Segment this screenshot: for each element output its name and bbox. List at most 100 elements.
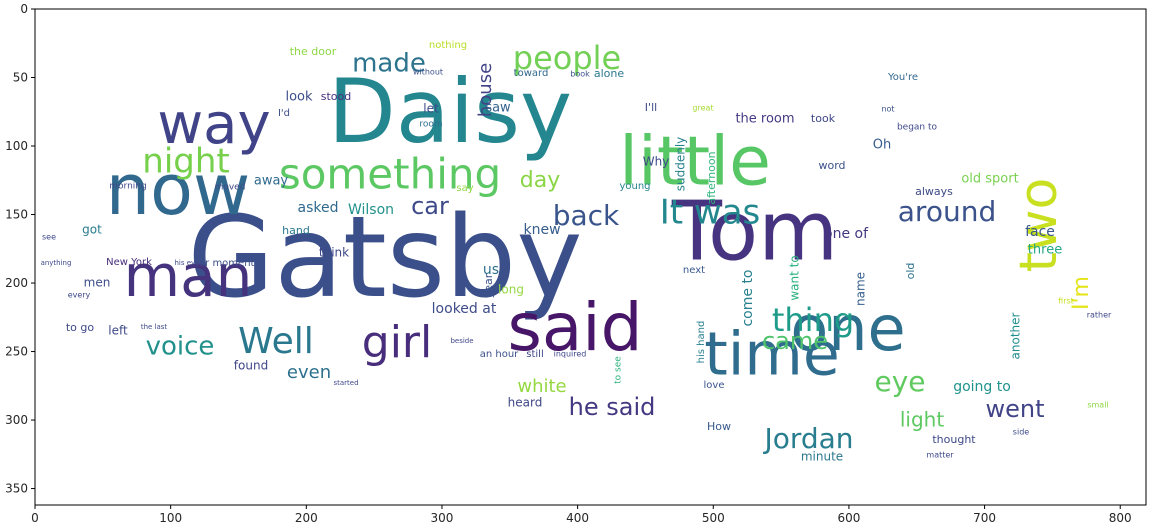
word-made: made — [352, 49, 426, 79]
word-thing: thing — [772, 301, 854, 339]
word-little: little — [619, 123, 771, 202]
word-matter: matter — [926, 451, 954, 460]
word-new-york: New York — [106, 257, 152, 268]
word-love: love — [704, 380, 725, 391]
word-men: men — [84, 276, 111, 290]
word-voice: voice — [146, 332, 215, 362]
word-word: word — [818, 159, 845, 172]
word-look: look — [285, 90, 313, 105]
plot-area — [35, 9, 1146, 505]
word-you-re: You're — [887, 72, 918, 83]
word-suddenly: suddenly — [674, 137, 688, 192]
word-got: got — [82, 223, 102, 237]
word-well: Well — [238, 321, 314, 362]
word-still: still — [526, 349, 543, 360]
word-said: said — [507, 289, 642, 366]
word-left: left — [108, 324, 128, 338]
word-book: book — [570, 70, 590, 79]
word-daisy: Daisy — [328, 60, 572, 163]
y-tick-label: 200 — [5, 276, 28, 290]
word-wilson: Wilson — [348, 202, 394, 218]
word-beside: beside — [450, 337, 473, 345]
word-night: night — [142, 142, 229, 182]
word-way: way — [157, 92, 270, 157]
x-tick-label: 400 — [566, 511, 589, 525]
axes-frame — [34, 8, 1147, 506]
y-tick-label: 100 — [5, 139, 28, 153]
word-say: say — [456, 183, 473, 194]
word-nothing: nothing — [429, 40, 467, 51]
word-it-was: It was — [660, 193, 761, 233]
word-morning: morning — [109, 182, 146, 192]
word-not: not — [881, 105, 894, 114]
word-began-to: began to — [897, 123, 938, 133]
word-found: found — [234, 359, 268, 373]
word-three: three — [1028, 243, 1062, 258]
x-tick-label: 800 — [1109, 511, 1132, 525]
y-tick-label: 50 — [13, 71, 28, 85]
word-the-door: the door — [290, 45, 337, 58]
word-went: went — [985, 395, 1044, 423]
word-looked-at: looked at — [432, 301, 497, 317]
word-without: without — [413, 68, 443, 77]
word-thought: thought — [932, 433, 976, 446]
word-saw: saw — [485, 101, 511, 116]
word-man: man — [124, 242, 253, 310]
word-away: away — [254, 174, 289, 189]
y-tick-label: 250 — [5, 345, 28, 359]
words-layer: Gatsby Daisy Tom now little said one two man time… — [41, 39, 1112, 464]
word-old: old — [904, 263, 917, 280]
word-rather: rather — [1087, 311, 1112, 320]
word-want-to: want to — [788, 255, 802, 300]
word-jordan: Jordan — [762, 422, 853, 455]
x-tick-label: 200 — [295, 511, 318, 525]
word-year: year — [482, 273, 495, 298]
word-long: long — [498, 283, 524, 297]
word-i-m: I'm — [1069, 276, 1094, 310]
word-every: every — [68, 291, 91, 300]
word-see: see — [42, 233, 56, 242]
word-one-of: one of — [824, 226, 869, 242]
word-room: room — [419, 120, 442, 130]
word-come-to: come to — [740, 269, 756, 326]
word-anything: anything — [41, 259, 72, 267]
word-his-eye: his eye — [174, 259, 199, 267]
y-tick-label: 350 — [5, 482, 28, 496]
word-oh: Oh — [873, 138, 891, 153]
word-inquired: inquired — [554, 350, 587, 359]
word-girl: girl — [362, 317, 432, 368]
word-gatsby: Gatsby — [187, 193, 582, 323]
x-tick-label: 300 — [431, 511, 454, 525]
word-next: next — [683, 265, 705, 276]
x-tick-label: 0 — [31, 511, 39, 525]
word-now: now — [106, 149, 250, 231]
word-knew: knew — [523, 222, 560, 238]
word-moved: moved — [215, 183, 246, 193]
word-started: started — [333, 379, 358, 387]
y-tick-label: 300 — [5, 413, 28, 427]
word-day: day — [520, 168, 560, 193]
word-people: people — [513, 39, 621, 77]
word-us: us — [483, 262, 499, 278]
word-eye: eye — [874, 365, 925, 398]
word-stood: stood — [321, 90, 352, 103]
word-asked: asked — [298, 200, 339, 216]
x-tick-label: 100 — [159, 511, 182, 525]
word-time: time — [704, 320, 840, 390]
word-heard: heard — [508, 396, 543, 410]
x-tick-label: 600 — [837, 511, 860, 525]
word-something: something — [279, 150, 501, 199]
word-small: small — [1087, 401, 1108, 410]
word-to-go: to go — [66, 321, 95, 334]
axes: 0 100 200 300 400 500 600 700 800 0 50 100 150 200 250… — [5, 2, 1147, 525]
word-white: white — [517, 376, 566, 397]
plot-background — [35, 9, 1146, 505]
word-toward: toward — [514, 68, 549, 79]
word-he-said: he said — [569, 393, 656, 421]
word-an-hour: an hour — [480, 349, 519, 360]
word-young: young — [619, 181, 650, 192]
word-car: car — [411, 192, 449, 220]
word-the-room: the room — [735, 112, 794, 127]
word-going-to: going to — [953, 379, 1011, 395]
word-to-see: to see — [614, 356, 624, 384]
